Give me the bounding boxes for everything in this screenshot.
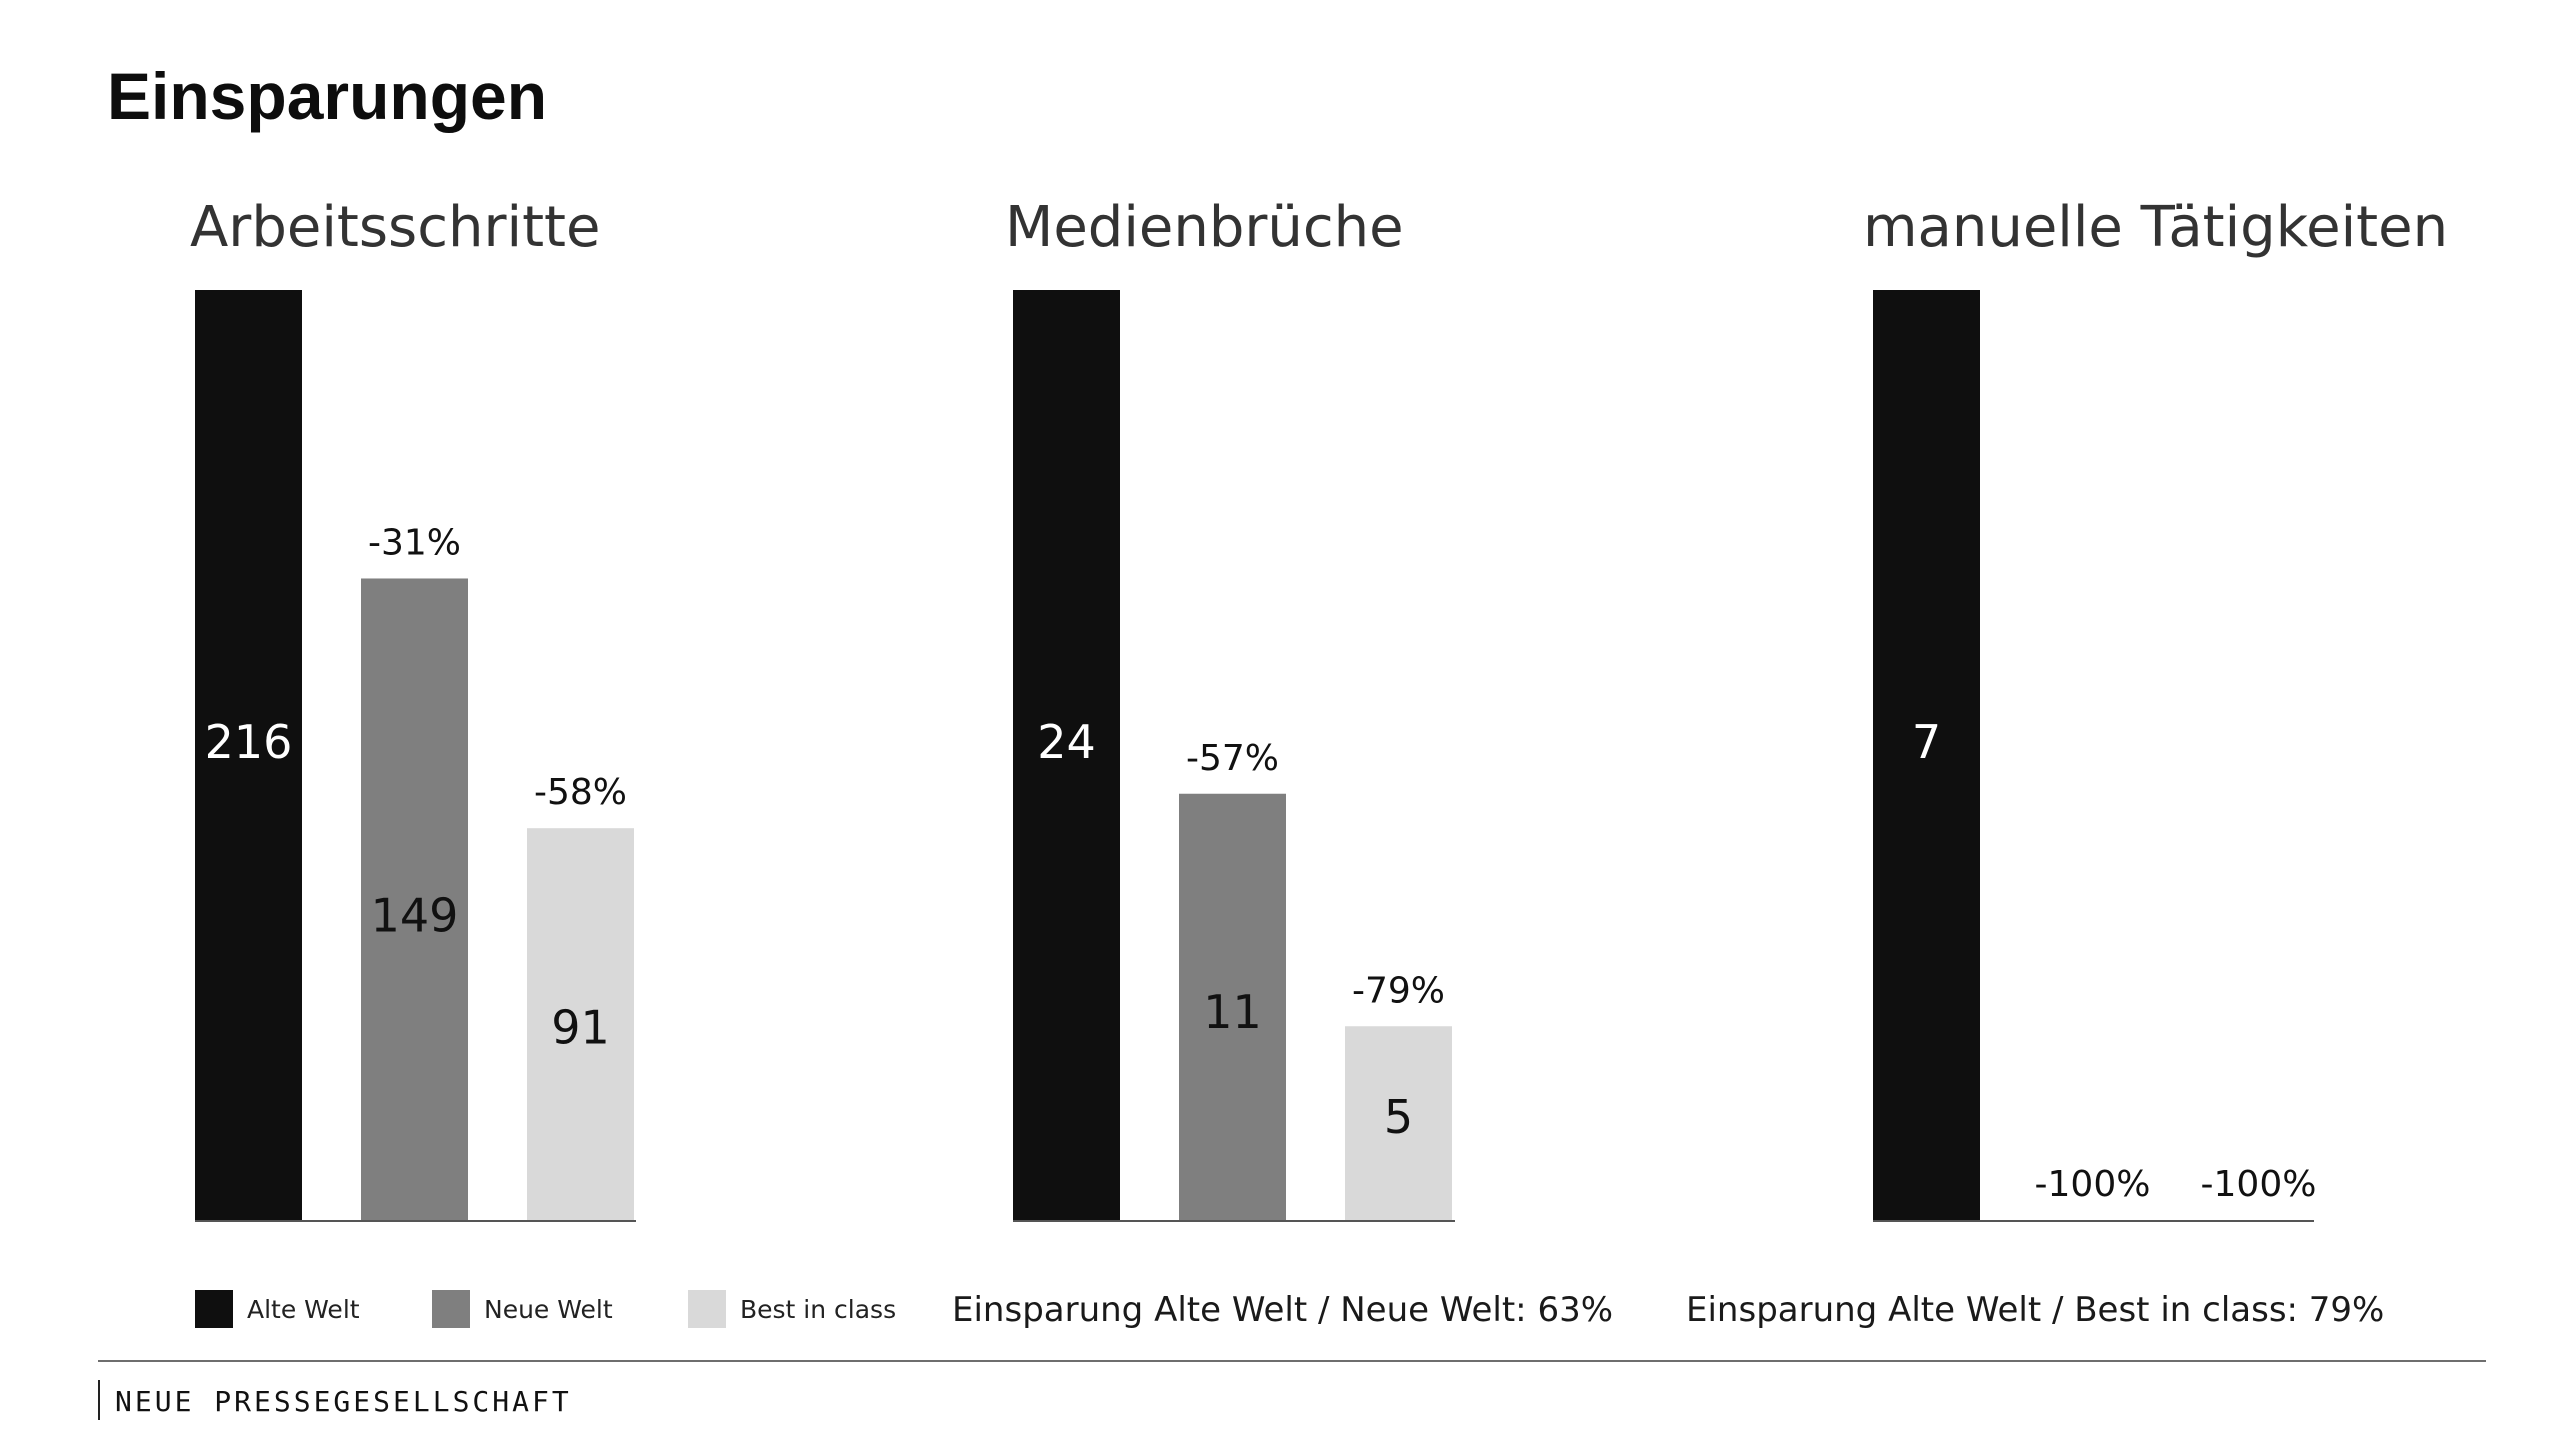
bar-medienbruche-neue-welt (1179, 793, 1286, 1220)
bar-arbeitsschritte-neue-welt (361, 578, 468, 1220)
footer-divider (98, 1360, 2486, 1362)
change-label-manuelle-tatigkeiten-best-in-class: -100% (2201, 1164, 2317, 1205)
chart-title-arbeitsschritte: Arbeitsschritte (190, 195, 600, 260)
legend-item-best-in-class: Best in class (688, 1290, 896, 1328)
value-label-arbeitsschritte-neue-welt: 149 (371, 888, 459, 942)
value-label-medienbruche-neue-welt: 11 (1203, 985, 1262, 1039)
page-title: Einsparungen (107, 59, 548, 133)
legend-item-neue-welt: Neue Welt (432, 1290, 613, 1328)
change-label-manuelle-tatigkeiten-neue-welt: -100% (2035, 1164, 2151, 1205)
bar-arbeitsschritte-alte-welt (195, 290, 302, 1220)
legend-label-best-in-class: Best in class (740, 1294, 897, 1324)
bar-manuelle-tatigkeiten-alte-welt (1873, 290, 1980, 1220)
bar-medienbruche-alte-welt (1013, 290, 1120, 1220)
legend-swatch-best-in-class (688, 1290, 726, 1328)
value-label-arbeitsschritte-best-in-class: 91 (551, 1001, 610, 1055)
legend-swatch-alte-welt (195, 1290, 233, 1328)
value-label-medienbruche-alte-welt: 24 (1037, 715, 1096, 769)
change-label-medienbruche-neue-welt: -57% (1186, 738, 1279, 779)
value-label-manuelle-tatigkeiten-alte-welt: 7 (1912, 715, 1941, 769)
legend-label-neue-welt: Neue Welt (484, 1294, 613, 1324)
change-label-medienbruche-best-in-class: -79% (1352, 970, 1445, 1011)
chart-title-medienbruche: Medienbrüche (1005, 195, 1404, 260)
bar-arbeitsschritte-best-in-class (527, 828, 634, 1220)
legend-swatch-neue-welt (432, 1290, 470, 1328)
change-label-arbeitsschritte-best-in-class: -58% (534, 772, 627, 813)
chart-title-manuelle-tatigkeiten: manuelle Tätigkeiten (1863, 195, 2448, 260)
value-label-arbeitsschritte-alte-welt: 216 (205, 715, 293, 769)
savings-note-best-in-class: Einsparung Alte Welt / Best in class: 79… (1686, 1290, 2385, 1330)
savings-note-neue-welt: Einsparung Alte Welt / Neue Welt: 63% (952, 1290, 1614, 1330)
value-label-medienbruche-best-in-class: 5 (1384, 1090, 1413, 1144)
change-label-arbeitsschritte-neue-welt: -31% (368, 522, 461, 563)
footer-brand-bar (98, 1380, 100, 1420)
bar-medienbruche-best-in-class (1345, 1026, 1452, 1220)
footer-brand: NEUE PRESSEGESELLSCHAFT (115, 1385, 572, 1418)
legend-item-alte-welt: Alte Welt (195, 1290, 360, 1328)
legend-label-alte-welt: Alte Welt (247, 1294, 360, 1324)
